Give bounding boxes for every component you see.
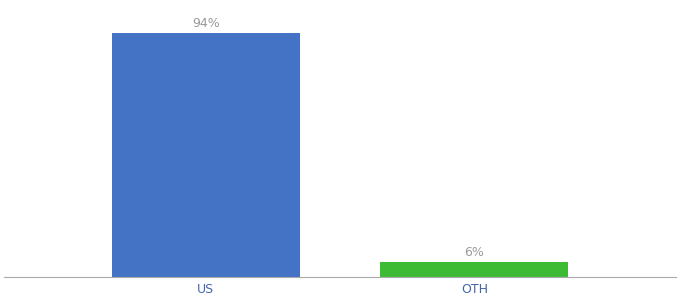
- Bar: [380, 262, 568, 277]
- Bar: [112, 33, 300, 277]
- Text: 94%: 94%: [192, 17, 220, 30]
- Text: 6%: 6%: [464, 246, 484, 259]
